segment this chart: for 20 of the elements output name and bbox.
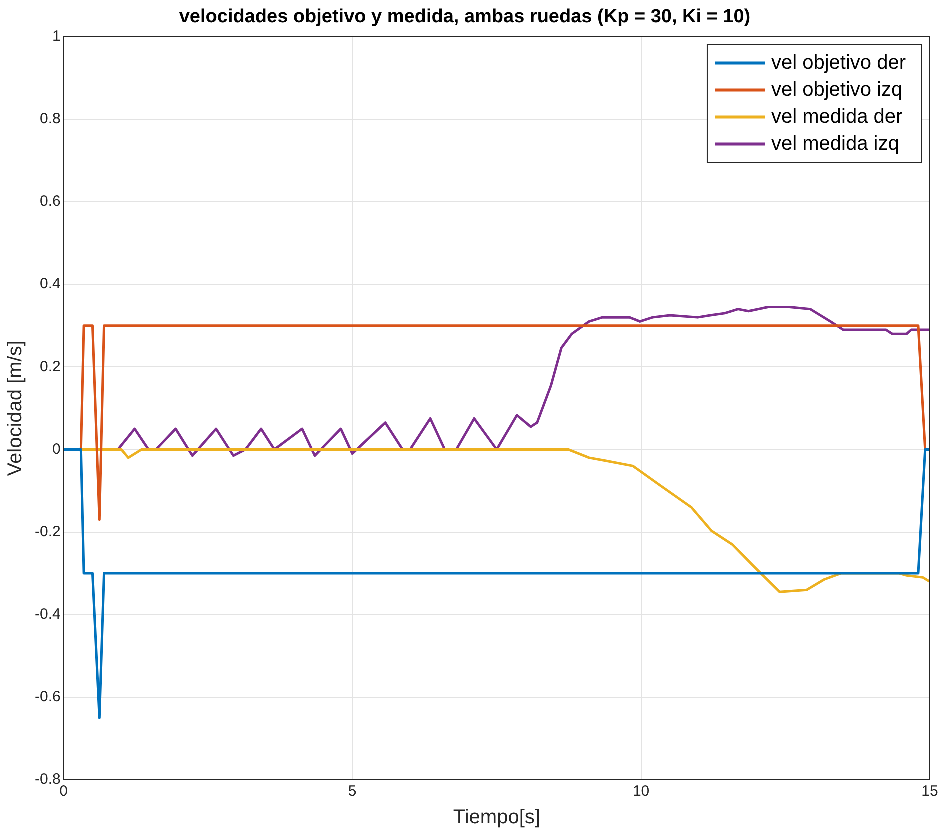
legend-label: vel objetivo der <box>771 52 906 74</box>
y-tick-label: -0.2 <box>34 523 61 540</box>
legend-label: vel medida izq <box>771 132 900 155</box>
y-tick-label: 0 <box>52 440 61 458</box>
legend-label: vel medida der <box>771 106 903 128</box>
x-tick-label: 15 <box>922 783 938 800</box>
y-tick-label: 0.8 <box>40 110 61 128</box>
chart-title: velocidades objetivo y medida, ambas ruedas (Kp = 30, Ki = 10) <box>179 6 751 28</box>
y-tick-label: 0.6 <box>40 193 61 210</box>
y-axis-title: Velocidad [m/s] <box>4 340 27 476</box>
y-tick-label: -0.6 <box>34 688 61 706</box>
x-tick-label: 5 <box>348 783 357 800</box>
y-tick-label: -0.8 <box>34 771 61 788</box>
x-axis-title: Tiempo[s] <box>453 806 540 829</box>
legend-label: vel objetivo izq <box>771 78 903 101</box>
y-tick-label: 0.2 <box>40 358 61 376</box>
x-tick-label: 10 <box>632 783 650 800</box>
y-tick-label: -0.4 <box>34 606 61 623</box>
y-tick-label: 0.4 <box>40 276 61 293</box>
y-tick-label: 1 <box>52 28 61 45</box>
